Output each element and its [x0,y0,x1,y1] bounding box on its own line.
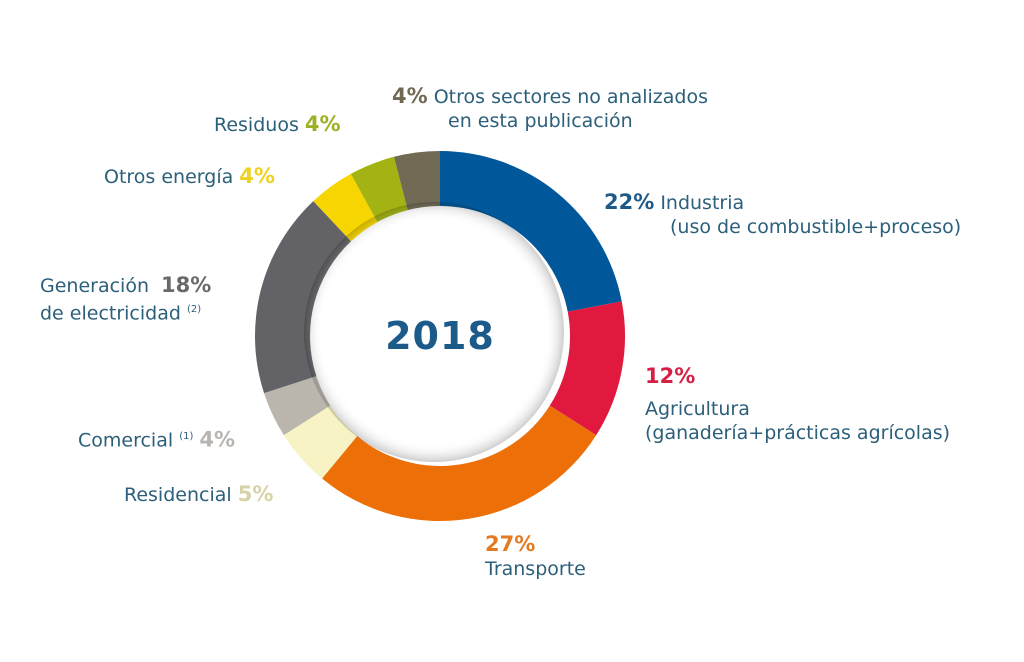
name-residencial: Residencial [124,484,232,506]
pct-otros-energia: 4% [239,164,275,188]
pct-transporte: 27% [485,532,536,556]
slice-residuos [350,156,408,223]
label-otros-sectores: 4% Otros sectores no analizados en esta … [392,84,708,133]
label-generacion: Generación 18% de electricidad (2) [40,273,211,325]
slice-comercial [264,376,331,436]
donut-slices [255,151,625,522]
name-industria-line2: (uso de combustible+proceso) [670,216,962,238]
pct-agricultura: 12% [645,364,696,388]
name-comercial: Comercial [78,429,174,452]
slice-residencial [283,405,358,479]
name-generacion: Generación [40,275,149,297]
name-residuos: Residuos [214,114,299,136]
chart-title-year: 2018 [385,314,495,358]
name-otros-energia: Otros energía [104,166,234,188]
label-residuos: Residuos 4% [214,112,341,137]
slice-transporte [322,405,597,522]
slice-industria [440,151,622,312]
pct-generacion: 18% [161,273,212,297]
name-otros-sectores: Otros sectores no analizados [433,86,708,108]
pct-residencial: 5% [237,482,274,506]
pct-otros-sectores: 4% [392,84,428,108]
label-comercial: Comercial (1) 4% [78,425,235,452]
label-otros-energia: Otros energía 4% [104,164,275,189]
label-transporte: 27% Transporte [485,532,586,581]
slice-otros_sectores [393,151,440,211]
slice-agricultura [549,301,625,436]
footnote-comercial: (1) [179,431,194,442]
label-residencial: Residencial 5% [124,482,273,507]
name-agricultura: Agricultura [645,398,750,420]
slice-generacion [255,201,352,394]
pct-industria: 22% [604,190,655,214]
name-generacion-line2: de electricidad [40,302,181,325]
name-industria: Industria [660,192,745,214]
name-transporte: Transporte [485,558,586,580]
pct-comercial: 4% [199,427,236,452]
name-agricultura-line2: (ganadería+prácticas agrícolas) [645,422,951,444]
name-otros-sectores-line2: en esta publicación [448,110,633,132]
pct-residuos: 4% [304,112,341,136]
label-industria: 22% Industria (uso de combustible+proces… [604,190,961,239]
label-agricultura: 12% Agricultura (ganadería+prácticas agr… [645,364,950,445]
donut-inner-shadow [304,202,564,462]
footnote-generacion: (2) [186,304,202,315]
